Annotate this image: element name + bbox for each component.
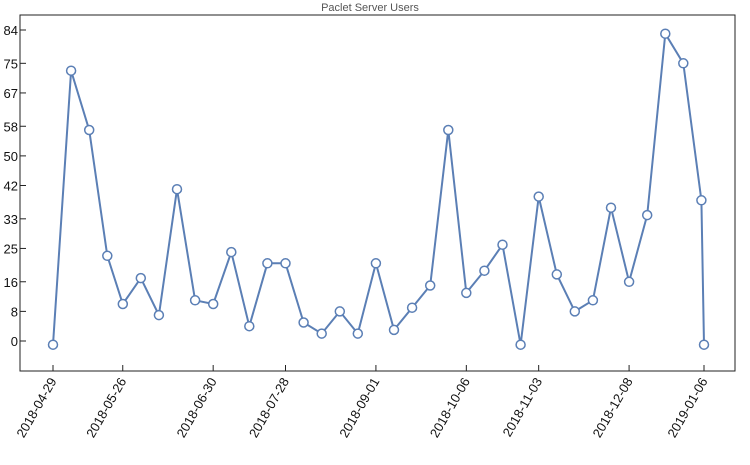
x-axis: 2018-04-29 2018-05-26 2018-06-30 2018-07-28… — [13, 365, 711, 440]
data-point — [280, 258, 291, 269]
data-points — [47, 28, 710, 350]
data-point — [551, 269, 563, 280]
data-point — [678, 58, 689, 69]
data-point — [65, 65, 77, 76]
data-point — [117, 298, 129, 310]
y-tick-label: 33 — [4, 212, 18, 227]
x-tick-label: 2018-10-06 — [427, 375, 473, 440]
x-tick-label: 2018-11-03 — [500, 375, 546, 439]
x-tick-label: 2018-04-29 — [13, 375, 59, 440]
data-point — [698, 339, 710, 350]
y-tick-label: 0 — [11, 334, 18, 349]
data-point — [244, 320, 255, 332]
y-tick-label: 67 — [4, 86, 18, 101]
data-point — [515, 339, 526, 350]
y-tick-label: 75 — [4, 56, 18, 71]
data-point — [298, 317, 309, 328]
x-tick-label: 2018-12-08 — [589, 375, 635, 440]
y-tick-label: 16 — [4, 275, 18, 290]
data-point — [189, 295, 201, 306]
x-tick-label: 2019-01-06 — [664, 375, 710, 440]
data-point — [623, 276, 635, 288]
x-tick-label: 2018-09-01 — [336, 375, 382, 440]
data-point — [226, 246, 237, 258]
y-tick-label: 42 — [4, 179, 18, 194]
y-tick-label: 8 — [11, 304, 18, 319]
y-tick-label: 58 — [4, 119, 18, 134]
y-tick-label: 50 — [4, 149, 18, 164]
data-point — [153, 309, 165, 321]
data-point — [587, 295, 599, 306]
data-point — [569, 306, 581, 317]
data-point — [479, 265, 490, 276]
data-point — [316, 328, 327, 339]
data-point — [47, 339, 59, 350]
data-point — [135, 272, 147, 284]
data-point — [406, 302, 418, 313]
x-tick-label: 2018-06-30 — [174, 375, 220, 440]
data-point — [171, 183, 183, 195]
data-point — [334, 306, 346, 317]
data-point — [660, 28, 671, 39]
series-line — [52, 30, 705, 345]
data-point — [461, 287, 472, 299]
data-point — [696, 195, 707, 206]
data-point — [605, 202, 617, 213]
data-point — [641, 209, 653, 221]
y-tick-label: 84 — [4, 23, 18, 38]
x-tick-label: 2018-07-28 — [246, 375, 292, 440]
y-axis: 0 8 16 25 33 42 50 58 67 75 84 — [4, 23, 26, 349]
data-point — [370, 258, 382, 269]
plot-frame — [19, 14, 736, 372]
data-point — [352, 328, 364, 339]
data-point — [497, 239, 508, 250]
data-point — [443, 124, 454, 136]
chart-title: Paclet Server Users — [321, 2, 419, 14]
data-point — [533, 191, 544, 202]
data-point — [388, 324, 400, 336]
data-point — [102, 250, 113, 262]
data-point — [83, 124, 95, 136]
data-point — [262, 258, 273, 269]
x-tick-label: 2018-05-26 — [83, 375, 129, 440]
data-point — [424, 280, 436, 291]
data-point — [207, 298, 219, 310]
y-tick-label: 25 — [4, 241, 18, 256]
